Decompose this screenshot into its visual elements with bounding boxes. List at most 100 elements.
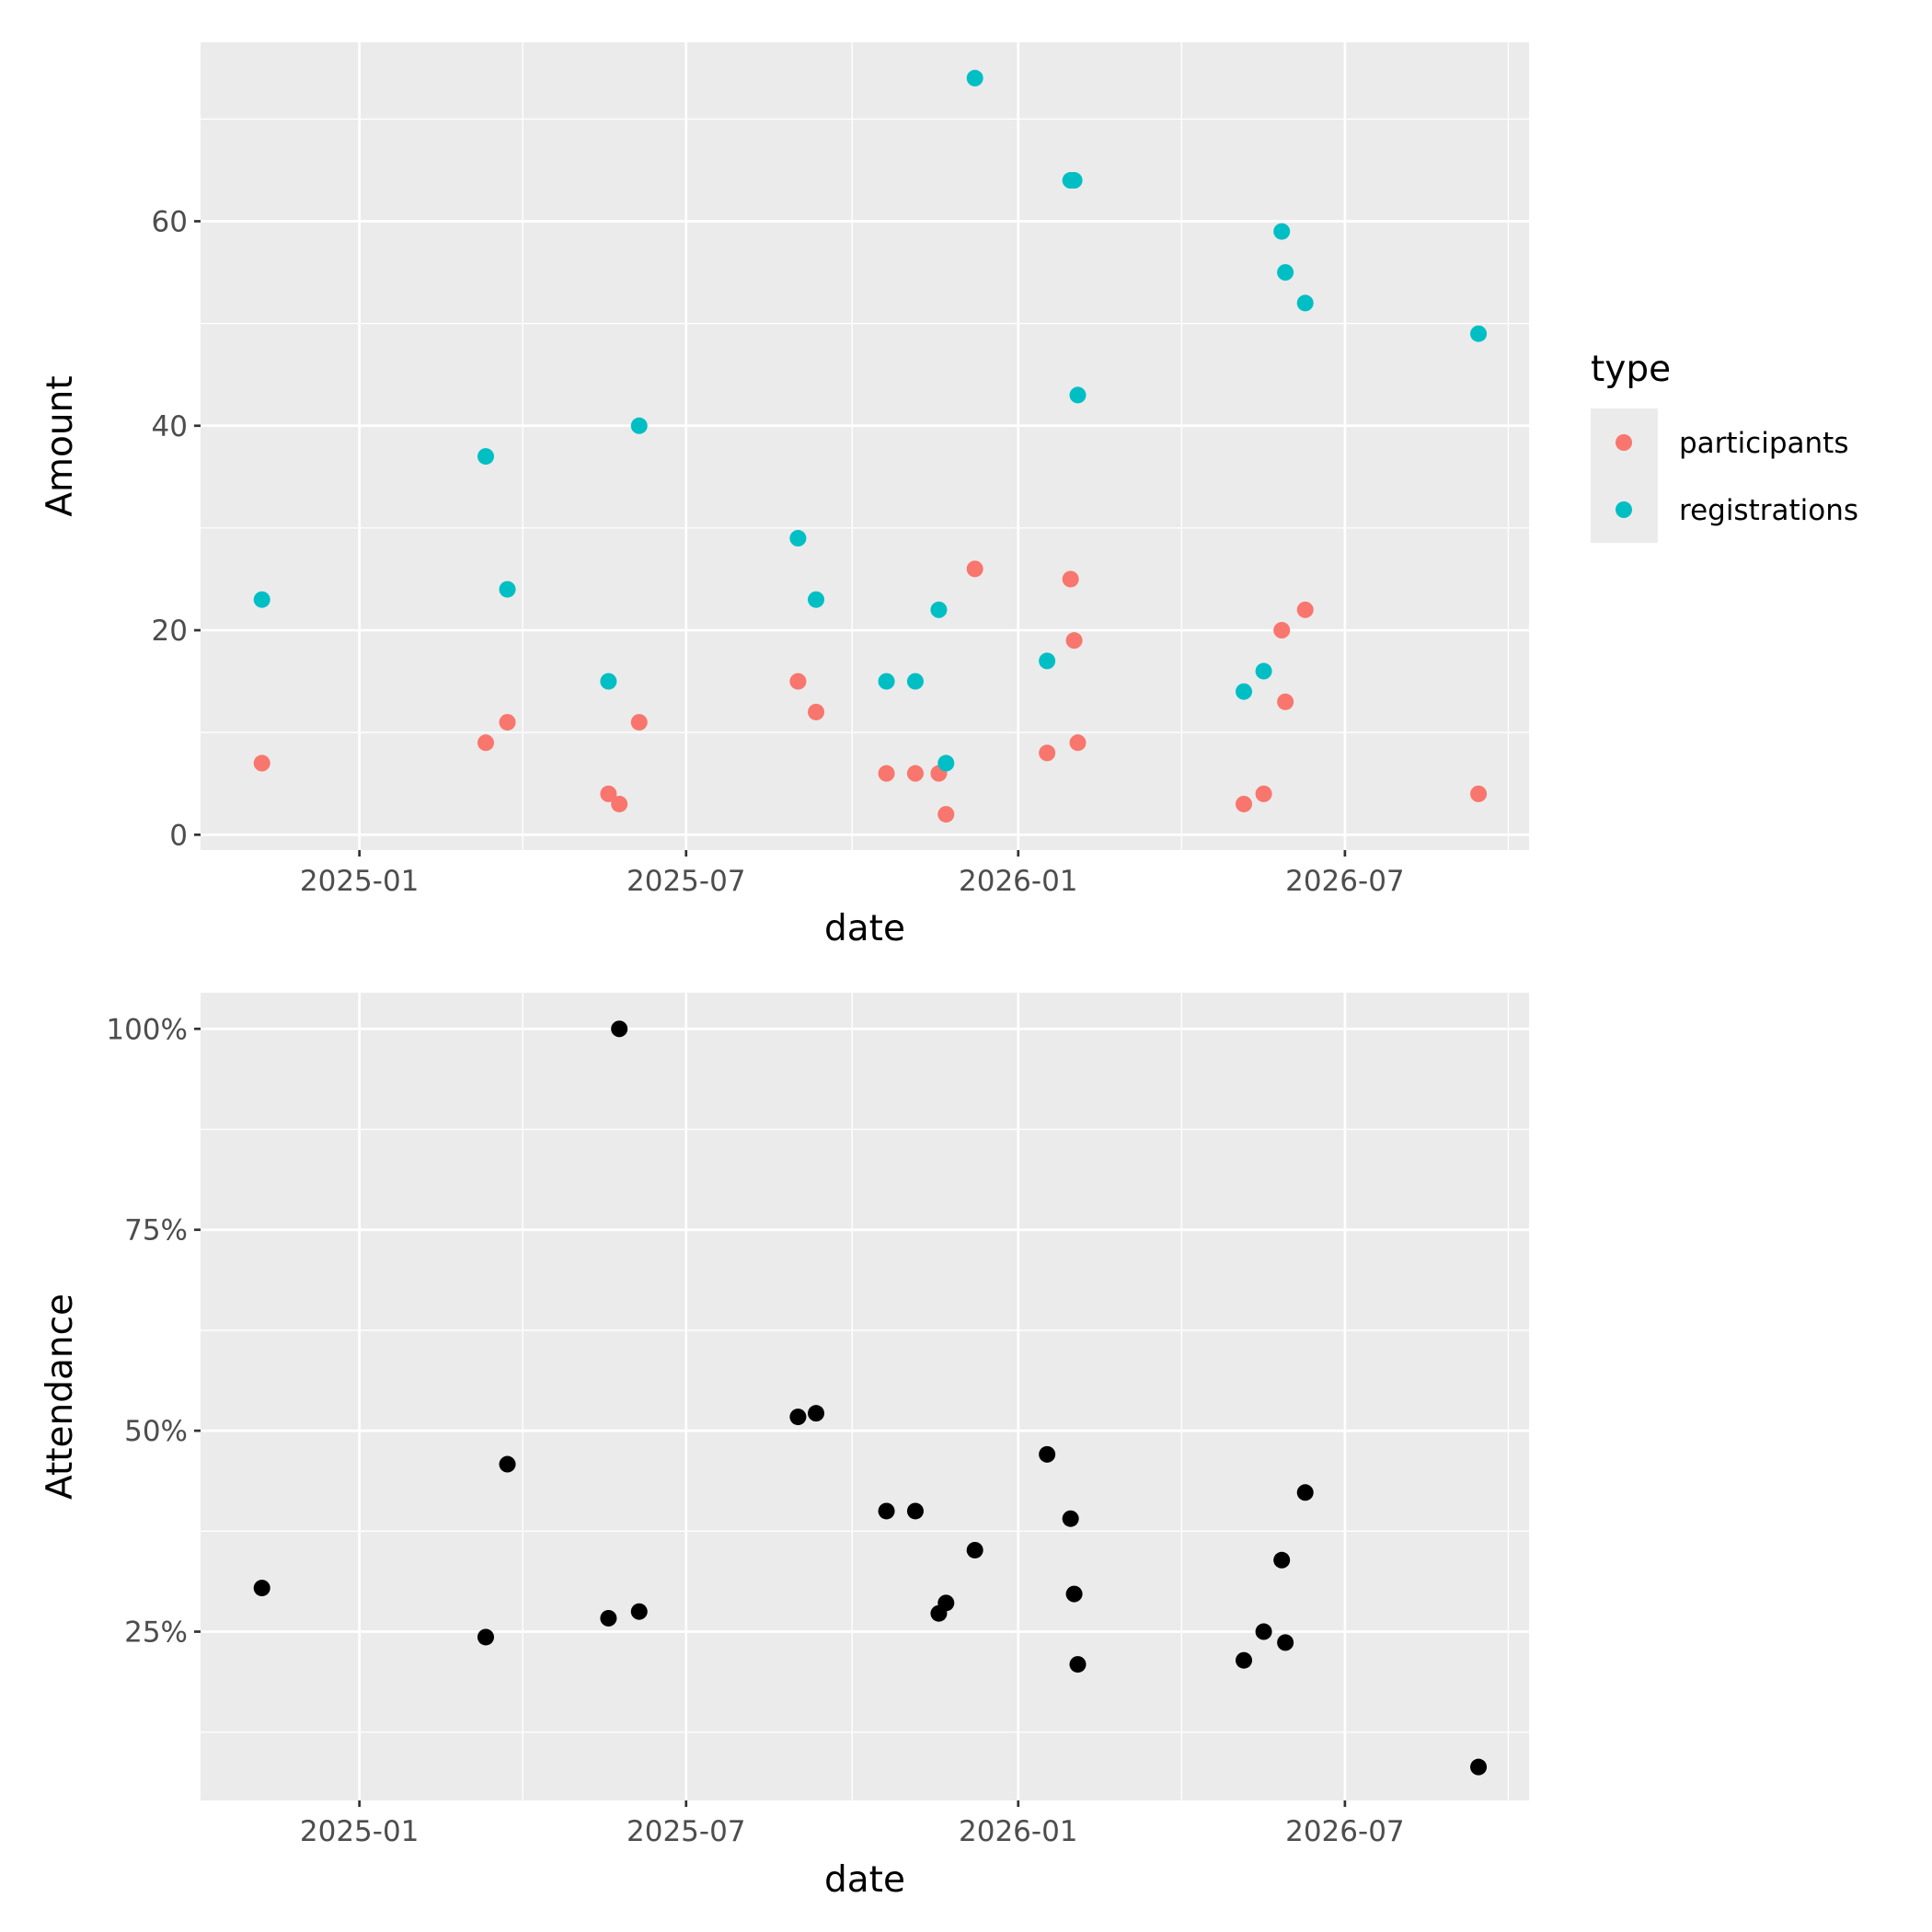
participants-point — [1273, 622, 1291, 639]
attendance-point — [477, 1628, 494, 1646]
registrations-point — [1039, 652, 1056, 670]
attendance-point — [906, 1502, 924, 1520]
registrations-point — [253, 591, 270, 608]
attendance-point — [1039, 1445, 1056, 1463]
x-tick-label: 2026-07 — [1285, 1815, 1405, 1848]
registrations-point — [878, 673, 895, 690]
registrations-point — [1296, 294, 1314, 312]
legend-key-background — [1591, 408, 1658, 543]
attendance-panel: 25% 50% 75% 100% 2025-01 2025-07 2026-01 2026-… — [40, 993, 1529, 1901]
amount-panel: 0 20 40 60 2025-01 2025-07 2026-01 2026-07 dat… — [40, 42, 1529, 949]
registrations-point — [477, 448, 494, 466]
participants-point — [1236, 795, 1253, 812]
legend-label-registrations: registrations — [1679, 494, 1858, 527]
registrations-point — [1069, 386, 1087, 404]
attendance-point — [1065, 1585, 1083, 1603]
attendance-plot-background — [201, 993, 1529, 1800]
participants-point — [630, 714, 648, 731]
attendance-point — [1069, 1656, 1087, 1673]
registrations-point — [1065, 172, 1083, 190]
participants-point — [1062, 570, 1079, 588]
attendance-point — [1273, 1551, 1291, 1569]
registrations-point — [1277, 264, 1294, 282]
participants-point — [253, 754, 270, 772]
amount-x-axis-title: date — [824, 908, 905, 949]
registrations-point — [789, 530, 807, 547]
participants-point — [878, 765, 895, 782]
registrations-point — [630, 417, 648, 434]
legend-title: type — [1591, 349, 1671, 390]
attendance-point — [499, 1455, 516, 1473]
amount-grid — [201, 42, 1529, 850]
participants-point — [600, 785, 617, 802]
y-tick-label: 50% — [124, 1415, 188, 1448]
participants-point — [499, 714, 516, 731]
y-tick-label: 0 — [169, 819, 188, 852]
attendance-point — [966, 1541, 983, 1558]
participants-point — [1277, 693, 1294, 710]
registrations-point — [499, 581, 516, 598]
amount-y-ticks: 0 20 40 60 — [152, 205, 201, 852]
y-tick-label: 40 — [152, 410, 188, 443]
attendance-y-ticks: 25% 50% 75% 100% — [106, 1013, 201, 1650]
x-tick-label: 2026-07 — [1285, 865, 1405, 898]
attendance-point — [1236, 1651, 1253, 1669]
attendance-x-ticks: 2025-01 2025-07 2026-01 2026-07 — [300, 1800, 1405, 1848]
y-tick-label: 25% — [124, 1616, 188, 1650]
attendance-point — [253, 1580, 270, 1597]
y-tick-label: 75% — [124, 1214, 188, 1248]
amount-y-axis-title: Amount — [40, 375, 81, 516]
attendance-point — [937, 1594, 955, 1612]
participants-point — [611, 795, 628, 812]
attendance-grid — [201, 993, 1529, 1800]
x-tick-label: 2026-01 — [959, 865, 1078, 898]
participants-point — [1255, 785, 1272, 802]
registrations-point — [930, 601, 948, 618]
participants-point — [1065, 632, 1083, 650]
registrations-point — [937, 754, 955, 772]
attendance-point — [611, 1020, 628, 1038]
participants-point — [1296, 601, 1314, 618]
participants-point — [1069, 734, 1087, 752]
participants-point — [808, 703, 825, 720]
attendance-point — [878, 1502, 895, 1520]
legend-label-participants: participants — [1679, 427, 1848, 460]
attendance-point — [630, 1603, 648, 1620]
amount-x-ticks: 2025-01 2025-07 2026-01 2026-07 — [300, 850, 1405, 898]
y-tick-label: 20 — [152, 615, 188, 648]
attendance-y-axis-title: Attendance — [40, 1294, 81, 1500]
x-tick-label: 2026-01 — [959, 1815, 1078, 1848]
attendance-point — [1277, 1634, 1294, 1651]
x-tick-label: 2025-01 — [300, 1815, 420, 1848]
participants-point — [966, 560, 983, 578]
registrations-point — [966, 69, 983, 86]
y-tick-label: 60 — [152, 205, 188, 238]
participants-point — [477, 734, 494, 752]
x-tick-label: 2025-01 — [300, 865, 420, 898]
registrations-point — [1470, 325, 1488, 342]
registrations-point — [1255, 662, 1272, 680]
legend-key-registrations — [1616, 501, 1632, 518]
participants-point — [1039, 744, 1056, 762]
registrations-point — [906, 673, 924, 690]
registrations-point — [600, 673, 617, 690]
participants-point — [789, 673, 807, 690]
attendance-points — [253, 1020, 1488, 1776]
attendance-x-axis-title: date — [824, 1859, 905, 1901]
attendance-point — [789, 1409, 807, 1426]
participants-point — [1470, 785, 1488, 802]
attendance-point — [1062, 1510, 1079, 1527]
x-tick-label: 2025-07 — [627, 865, 746, 898]
y-tick-label: 100% — [106, 1013, 188, 1046]
attendance-point — [1470, 1758, 1488, 1776]
amount-points — [253, 69, 1488, 823]
amount-plot-background — [201, 42, 1529, 850]
legend-key-participants — [1616, 434, 1632, 451]
legend: type participants registrations — [1591, 349, 1858, 543]
registrations-point — [808, 591, 825, 608]
registrations-point — [1236, 683, 1253, 700]
attendance-point — [1255, 1623, 1272, 1640]
attendance-point — [600, 1609, 617, 1627]
attendance-point — [808, 1405, 825, 1422]
